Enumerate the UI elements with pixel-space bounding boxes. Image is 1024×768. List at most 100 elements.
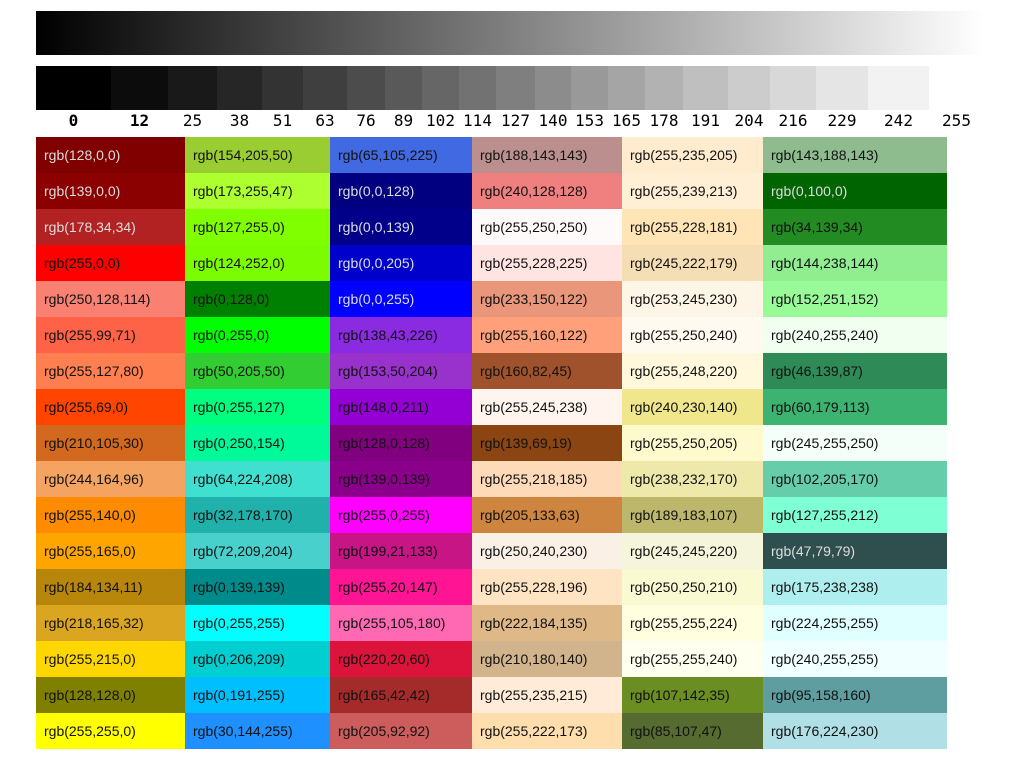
color-swatch: rgb(240,230,140) bbox=[622, 389, 763, 425]
color-swatch: rgb(0,191,255) bbox=[185, 677, 330, 713]
color-swatch: rgb(46,139,87) bbox=[763, 353, 947, 389]
color-swatch: rgb(127,255,212) bbox=[763, 497, 947, 533]
color-swatch: rgb(32,178,170) bbox=[185, 497, 330, 533]
color-swatch: rgb(205,92,92) bbox=[330, 713, 472, 749]
gray-step bbox=[217, 66, 262, 110]
color-swatch: rgb(189,183,107) bbox=[622, 497, 763, 533]
color-swatch: rgb(255,235,205) bbox=[622, 137, 763, 173]
color-swatch: rgb(154,205,50) bbox=[185, 137, 330, 173]
gray-step-label: 165 bbox=[612, 111, 641, 130]
gray-step bbox=[36, 66, 111, 110]
color-swatch: rgb(34,139,34) bbox=[763, 209, 947, 245]
color-swatch: rgb(245,245,220) bbox=[622, 533, 763, 569]
color-swatch: rgb(139,0,139) bbox=[330, 461, 472, 497]
gray-step bbox=[422, 66, 459, 110]
color-swatch: rgb(255,165,0) bbox=[36, 533, 185, 569]
color-swatch: rgb(238,232,170) bbox=[622, 461, 763, 497]
color-swatch: rgb(160,82,45) bbox=[472, 353, 622, 389]
gray-step-label: 178 bbox=[649, 111, 679, 130]
gray-step-label: 216 bbox=[778, 111, 808, 130]
gray-step bbox=[608, 66, 645, 110]
color-swatch: rgb(188,143,143) bbox=[472, 137, 622, 173]
color-swatch: rgb(240,255,255) bbox=[763, 641, 947, 677]
color-swatch: rgb(50,205,50) bbox=[185, 353, 330, 389]
color-swatch: rgb(139,0,0) bbox=[36, 173, 185, 209]
color-swatch: rgb(240,128,128) bbox=[472, 173, 622, 209]
color-swatch: rgb(0,128,0) bbox=[185, 281, 330, 317]
gray-step-label: 204 bbox=[734, 111, 764, 130]
gray-step-label: 89 bbox=[393, 111, 414, 130]
color-swatch: rgb(178,34,34) bbox=[36, 209, 185, 245]
color-swatch: rgb(255,245,238) bbox=[472, 389, 622, 425]
color-swatch: rgb(102,205,170) bbox=[763, 461, 947, 497]
color-swatch: rgb(128,0,0) bbox=[36, 137, 185, 173]
gray-step-label: 76 bbox=[356, 111, 376, 130]
gray-step-label: 25 bbox=[182, 111, 203, 130]
color-swatch: rgb(255,250,250) bbox=[472, 209, 622, 245]
grayscale-gradient-bar bbox=[36, 11, 984, 55]
color-swatch: rgb(210,105,30) bbox=[36, 425, 185, 461]
color-swatch: rgb(255,255,0) bbox=[36, 713, 185, 749]
color-swatch: rgb(255,160,122) bbox=[472, 317, 622, 353]
color-swatch: rgb(30,144,255) bbox=[185, 713, 330, 749]
color-swatch: rgb(173,255,47) bbox=[185, 173, 330, 209]
gray-step bbox=[262, 66, 303, 110]
gray-step bbox=[111, 66, 168, 110]
color-swatch: rgb(255,69,0) bbox=[36, 389, 185, 425]
color-swatch: rgb(255,99,71) bbox=[36, 317, 185, 353]
color-swatch: rgb(95,158,160) bbox=[763, 677, 947, 713]
color-swatch: rgb(255,218,185) bbox=[472, 461, 622, 497]
color-swatch: rgb(255,255,240) bbox=[622, 641, 763, 677]
color-swatch: rgb(60,179,113) bbox=[763, 389, 947, 425]
color-swatch: rgb(0,100,0) bbox=[763, 173, 947, 209]
gray-step bbox=[571, 66, 608, 110]
gray-step-label: 153 bbox=[575, 111, 604, 130]
color-swatch: rgb(0,255,0) bbox=[185, 317, 330, 353]
color-swatch: rgb(165,42,42) bbox=[330, 677, 472, 713]
color-swatch: rgb(250,240,230) bbox=[472, 533, 622, 569]
color-swatch: rgb(245,222,179) bbox=[622, 245, 763, 281]
gray-step-label: 0 bbox=[68, 111, 79, 130]
color-swatch: rgb(148,0,211) bbox=[330, 389, 472, 425]
color-swatch: rgb(0,255,255) bbox=[185, 605, 330, 641]
gray-step-label: 140 bbox=[538, 111, 568, 130]
color-swatch: rgb(153,50,204) bbox=[330, 353, 472, 389]
gray-step-label: 127 bbox=[501, 111, 530, 130]
color-swatch: rgb(240,255,240) bbox=[763, 317, 947, 353]
gray-step-label: 12 bbox=[129, 111, 150, 130]
gray-step-label: 255 bbox=[942, 111, 971, 130]
color-swatch: rgb(128,0,128) bbox=[330, 425, 472, 461]
color-swatch: rgb(222,184,135) bbox=[472, 605, 622, 641]
color-swatch: rgb(199,21,133) bbox=[330, 533, 472, 569]
color-swatch: rgb(0,250,154) bbox=[185, 425, 330, 461]
color-swatch: rgb(139,69,19) bbox=[472, 425, 622, 461]
color-swatch: rgb(255,255,224) bbox=[622, 605, 763, 641]
color-swatch: rgb(255,239,213) bbox=[622, 173, 763, 209]
gray-step-label: 242 bbox=[884, 111, 913, 130]
color-swatch: rgb(0,139,139) bbox=[185, 569, 330, 605]
color-swatch: rgb(138,43,226) bbox=[330, 317, 472, 353]
gray-step-label: 102 bbox=[426, 111, 455, 130]
color-swatch: rgb(218,165,32) bbox=[36, 605, 185, 641]
gray-step-label: 63 bbox=[315, 111, 335, 130]
color-swatch: rgb(127,255,0) bbox=[185, 209, 330, 245]
color-swatch: rgb(175,238,238) bbox=[763, 569, 947, 605]
gray-step bbox=[459, 66, 496, 110]
color-swatch: rgb(210,180,140) bbox=[472, 641, 622, 677]
gray-step bbox=[347, 66, 385, 110]
color-swatch: rgb(220,20,60) bbox=[330, 641, 472, 677]
gray-step bbox=[535, 66, 571, 110]
color-swatch: rgb(255,0,255) bbox=[330, 497, 472, 533]
color-swatch: rgb(244,164,96) bbox=[36, 461, 185, 497]
color-swatch: rgb(0,0,139) bbox=[330, 209, 472, 245]
gray-step bbox=[645, 66, 683, 110]
color-swatch: rgb(255,228,225) bbox=[472, 245, 622, 281]
gray-step bbox=[385, 66, 422, 110]
color-swatch: rgb(0,0,255) bbox=[330, 281, 472, 317]
color-swatch: rgb(255,222,173) bbox=[472, 713, 622, 749]
color-swatch: rgb(124,252,0) bbox=[185, 245, 330, 281]
color-swatch: rgb(255,0,0) bbox=[36, 245, 185, 281]
color-swatch: rgb(255,20,147) bbox=[330, 569, 472, 605]
color-swatch: rgb(255,127,80) bbox=[36, 353, 185, 389]
gray-step bbox=[168, 66, 217, 110]
